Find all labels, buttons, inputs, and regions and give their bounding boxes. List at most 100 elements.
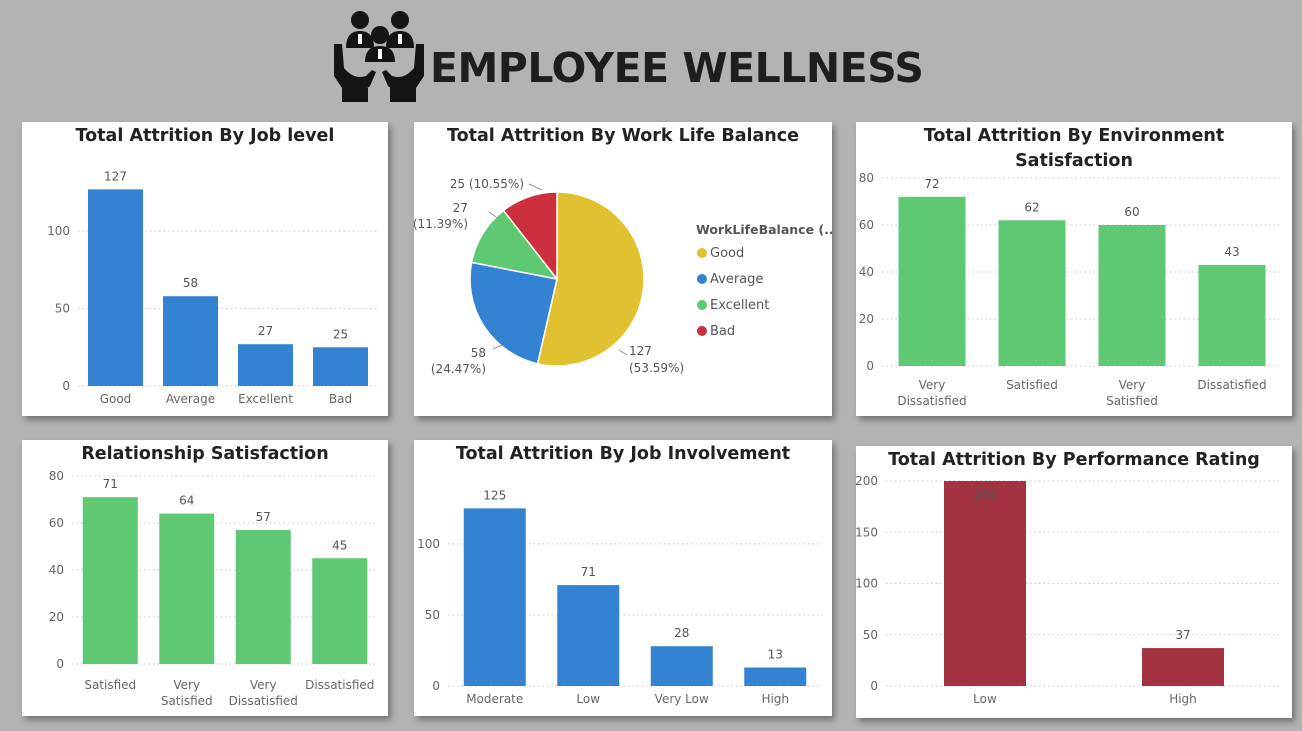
y-tick-label: 80: [859, 171, 874, 185]
bar[interactable]: [163, 296, 218, 386]
data-label: 28: [674, 626, 689, 640]
x-tick-label: Satisfied: [161, 694, 213, 708]
legend-marker: [697, 326, 707, 336]
data-label: 72: [924, 177, 939, 191]
pie-label: 58: [471, 346, 486, 360]
legend-marker: [697, 248, 707, 258]
pie-slice[interactable]: [536, 191, 645, 367]
bar[interactable]: [944, 481, 1026, 686]
data-label: 71: [103, 477, 118, 491]
y-tick-label: 40: [49, 563, 64, 577]
bar[interactable]: [557, 585, 620, 686]
legend-marker: [697, 274, 707, 284]
data-label: 64: [179, 494, 194, 508]
x-tick-label: Satisfied: [1106, 394, 1158, 408]
bar[interactable]: [313, 347, 368, 386]
y-tick-label: 20: [859, 312, 874, 326]
x-tick-label: Average: [166, 392, 215, 406]
bar[interactable]: [1198, 264, 1266, 366]
chart-card-performance-rating[interactable]: Total Attrition By Performance Rating 0 5…: [856, 446, 1292, 718]
bar[interactable]: [998, 220, 1066, 366]
legend-marker: [697, 300, 707, 310]
data-label: 125: [483, 488, 506, 502]
y-tick-label: 100: [856, 577, 878, 591]
data-label: 57: [256, 510, 271, 524]
chart-title: Total Attrition By Environment Satisfact…: [923, 126, 1225, 171]
data-label: 25: [333, 327, 348, 341]
data-label: 200: [974, 488, 997, 502]
chart-title: Total Attrition By Work Life Balance: [446, 126, 800, 146]
legend-item: Excellent: [710, 298, 769, 313]
bar[interactable]: [82, 497, 138, 664]
y-tick-label: 0: [56, 657, 64, 671]
x-tick-label: Dissatisfied: [229, 694, 298, 708]
y-tick-label: 0: [62, 379, 70, 393]
x-tick-label: Low: [576, 692, 600, 706]
chart-card-relationship-satisfaction[interactable]: Relationship Satisfaction 0 20 40 60 80 71 Sat…: [22, 440, 388, 716]
x-tick-label: Excellent: [238, 392, 293, 406]
chart-card-work-life-balance[interactable]: Total Attrition By Work Life Balance 127…: [414, 122, 832, 416]
data-label: 43: [1224, 245, 1239, 259]
y-tick-label: 50: [55, 302, 70, 316]
chart-title: Relationship Satisfaction: [81, 444, 329, 464]
pie-label: 27: [453, 201, 468, 215]
y-tick-label: 20: [49, 610, 64, 624]
chart-card-environment-satisfaction[interactable]: Total Attrition By Environment Satisfact…: [856, 122, 1292, 416]
data-label: 60: [1124, 205, 1139, 219]
x-tick-label: Very: [919, 378, 946, 392]
pie-slice[interactable]: [502, 191, 558, 282]
bar-chart-performance-rating: 0 50 100 150 200 200 Low 37 High: [856, 474, 1282, 706]
pie-slice[interactable]: [470, 209, 559, 281]
bar[interactable]: [463, 508, 526, 686]
leader-line: [492, 344, 503, 350]
y-tick-label: 0: [866, 359, 874, 373]
legend-item: Good: [710, 246, 744, 261]
x-tick-label: Moderate: [466, 692, 523, 706]
pie-label: (11.39%): [414, 217, 468, 231]
chart-card-job-involvement[interactable]: Total Attrition By Job Involvement 0 50 10…: [414, 440, 832, 716]
leader-line: [528, 183, 543, 191]
y-tick-label: 100: [47, 224, 70, 238]
data-label: 127: [104, 169, 127, 183]
bar[interactable]: [88, 189, 143, 386]
x-tick-label: High: [761, 692, 789, 706]
data-label: 58: [183, 276, 198, 290]
x-tick-label: Satisfied: [1006, 378, 1058, 392]
bar[interactable]: [238, 344, 293, 386]
x-tick-label: Very: [1119, 378, 1146, 392]
bar[interactable]: [235, 530, 291, 664]
y-tick-label: 60: [859, 218, 874, 232]
x-tick-label: Dissatisfied: [305, 678, 374, 692]
data-label: 37: [1175, 628, 1190, 642]
bar[interactable]: [744, 667, 807, 686]
legend-item: Average: [710, 272, 763, 287]
x-tick-label: Dissatisfied: [1197, 378, 1266, 392]
x-tick-label: Very: [173, 678, 200, 692]
bar[interactable]: [1142, 648, 1224, 686]
pie-label: 127: [629, 344, 652, 358]
x-tick-label: Bad: [329, 392, 352, 406]
y-tick-label: 0: [870, 679, 878, 693]
data-label: 13: [768, 648, 783, 662]
y-tick-label: 150: [856, 525, 878, 539]
y-tick-label: 40: [859, 265, 874, 279]
bar[interactable]: [312, 558, 368, 664]
pie-slice[interactable]: [469, 261, 558, 365]
bar-chart-environment-satisfaction: 0 20 40 60 80 72 Very Dissatisfied 62 Satisfied 60…: [859, 171, 1282, 408]
x-tick-label: Satisfied: [84, 678, 136, 692]
chart-title: Total Attrition By Job level: [75, 126, 335, 146]
pie-label: (24.47%): [431, 362, 486, 376]
data-label: 27: [258, 324, 273, 338]
x-tick-label: Very: [250, 678, 277, 692]
bar-chart-job-involvement: 0 50 100 125 Moderate 71 Low 28 Very Low 13 High: [417, 488, 822, 706]
bar[interactable]: [1098, 225, 1166, 366]
bar[interactable]: [898, 196, 966, 366]
y-tick-label: 80: [49, 469, 64, 483]
bar[interactable]: [159, 513, 215, 664]
data-label: 62: [1024, 200, 1039, 214]
chart-card-job-level[interactable]: Total Attrition By Job level 0 50 100 127 Go…: [22, 122, 388, 416]
bar[interactable]: [650, 646, 713, 686]
x-tick-label: High: [1169, 692, 1197, 706]
chart-title: Total Attrition By Performance Rating: [888, 450, 1260, 470]
x-tick-label: Dissatisfied: [897, 394, 966, 408]
